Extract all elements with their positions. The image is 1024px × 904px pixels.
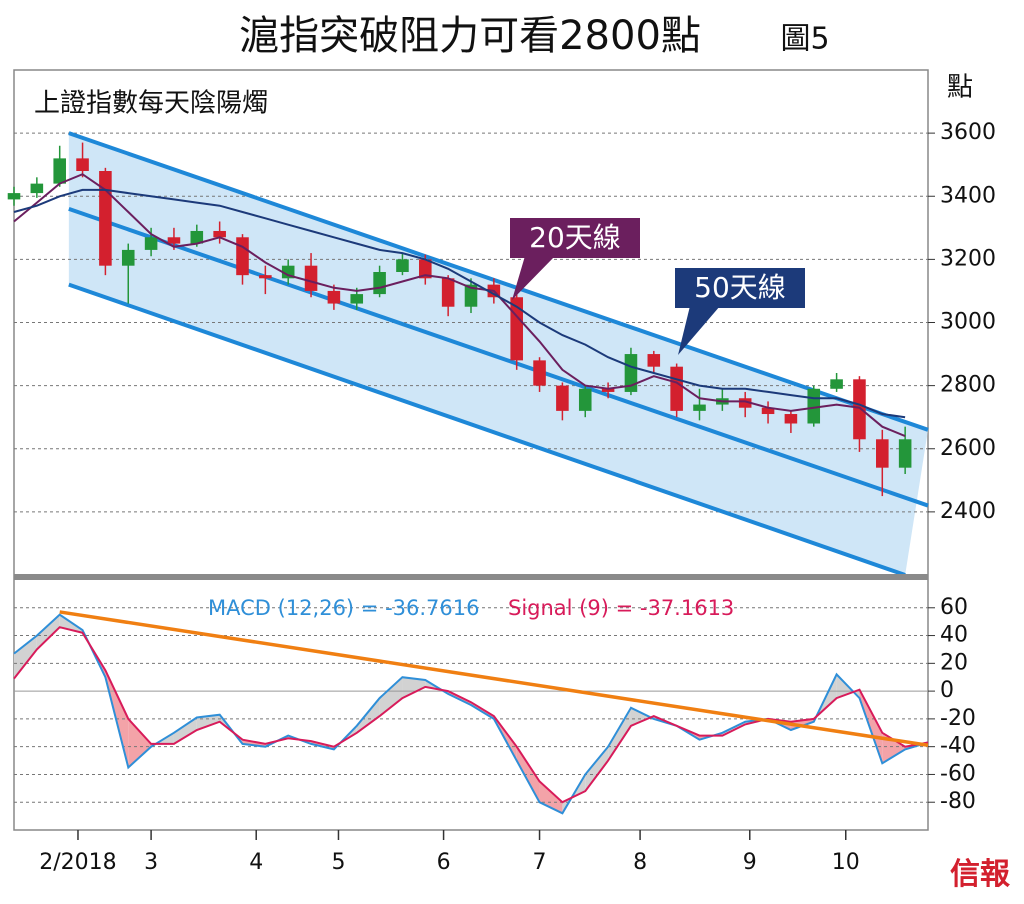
y-tick-label: 3200 [940,246,996,271]
macd-fill [36,614,60,650]
candle-body [876,439,889,468]
candle-body [670,366,683,411]
candle-body [578,388,592,411]
x-tick-label: 6 [437,850,451,875]
legend-label: 20天線 [529,221,621,254]
y-tick-label: 3000 [940,310,996,335]
y-tick-label: 2600 [940,436,996,461]
macd-fill [356,698,380,733]
y-tick-label: 0 [940,678,954,703]
candle-body [693,404,706,411]
y-tick-label: 3600 [940,120,996,145]
channel-line [68,131,929,432]
candle-body [30,183,44,194]
y-tick-label: -80 [940,789,976,814]
channel-line [68,282,906,577]
x-tick-label: 7 [533,850,547,875]
macd-fill [516,746,540,803]
candle-body [464,284,478,307]
panel-separator [14,574,928,580]
candle-body [419,259,432,279]
legend-label: Signal (9) = -37.1613 [508,596,734,620]
candle-body [601,388,615,392]
candle-body [738,398,752,408]
candle-body [441,278,455,307]
callout-pointer [678,306,720,355]
channel-line [68,206,929,508]
indicator-line [13,626,929,804]
legend-label: 50天線 [694,271,786,304]
y-tick-label: 2800 [940,373,996,398]
moving-average-line [13,173,906,438]
figure-label: 圖5 [780,22,829,57]
candle-body [761,407,775,415]
y-tick-label: 2400 [940,499,996,524]
x-tick-label: 8 [633,850,647,875]
x-tick-label: 10 [832,850,860,875]
y-tick-label: 3400 [940,183,996,208]
candle-body [350,294,364,304]
candle-body [99,171,112,266]
price-panel: 2400 2600 2800 3000 3200 3400 3600 20天線 50天線 [7,120,996,577]
candle-body [76,158,89,171]
macd-fill [585,746,609,792]
candle-body [190,230,204,244]
x-tick-label: 4 [249,850,263,875]
candle-body [304,265,318,291]
y-tick-label: 40 [940,623,968,648]
macd-fill [402,677,426,699]
candle-body [830,379,843,389]
candle-body [236,237,249,276]
macd-fill [379,677,403,717]
x-tick-label: 9 [743,850,757,875]
candle-body [327,290,341,304]
candle-body [373,272,386,295]
candle-body [213,230,226,238]
candle-body [556,385,569,411]
candle-body [533,360,546,386]
y-unit-label: 點 [947,73,973,103]
callout-box [675,268,805,308]
candle-body [647,354,661,367]
candle-body [121,249,135,266]
x-tick-label: 3 [144,850,158,875]
source-logo: 信報 [950,857,1011,892]
y-tick-label: 60 [940,595,968,620]
callout-box [510,218,640,258]
macd-fill [836,674,860,699]
macd-fill [128,718,152,768]
macd-fill [539,781,563,814]
callout-pointer [512,256,555,300]
legend-label: MACD (12,26) = -36.7616 [208,596,480,620]
y-tick-label: -20 [940,706,976,731]
candle-body [144,237,158,250]
candle-body [7,193,21,200]
y-tick-label: -60 [940,761,976,786]
candle-body [853,379,866,440]
macd-fill [173,717,197,744]
macd-fill [14,635,37,679]
trend-line [59,610,929,748]
candle-body [167,237,181,244]
subtitle: 上證指數每天陰陽燭 [34,89,268,119]
x-tick-label: 2/2018 [39,850,116,875]
channel-fill [68,133,929,575]
candle-body [784,414,798,424]
macd-fill [608,707,631,761]
y-tick-label: -40 [940,734,976,759]
x-tick-label: 5 [331,850,345,875]
y-tick-label: 20 [940,650,968,675]
candle-body [624,354,638,392]
macd-fill [630,707,654,726]
candle-body [259,275,272,279]
chart-title: 滬指突破阻力可看2800點 [239,13,701,59]
candle-body [898,439,912,468]
moving-average-line [13,188,906,419]
candle-body [396,259,409,272]
candle-body [53,158,66,184]
